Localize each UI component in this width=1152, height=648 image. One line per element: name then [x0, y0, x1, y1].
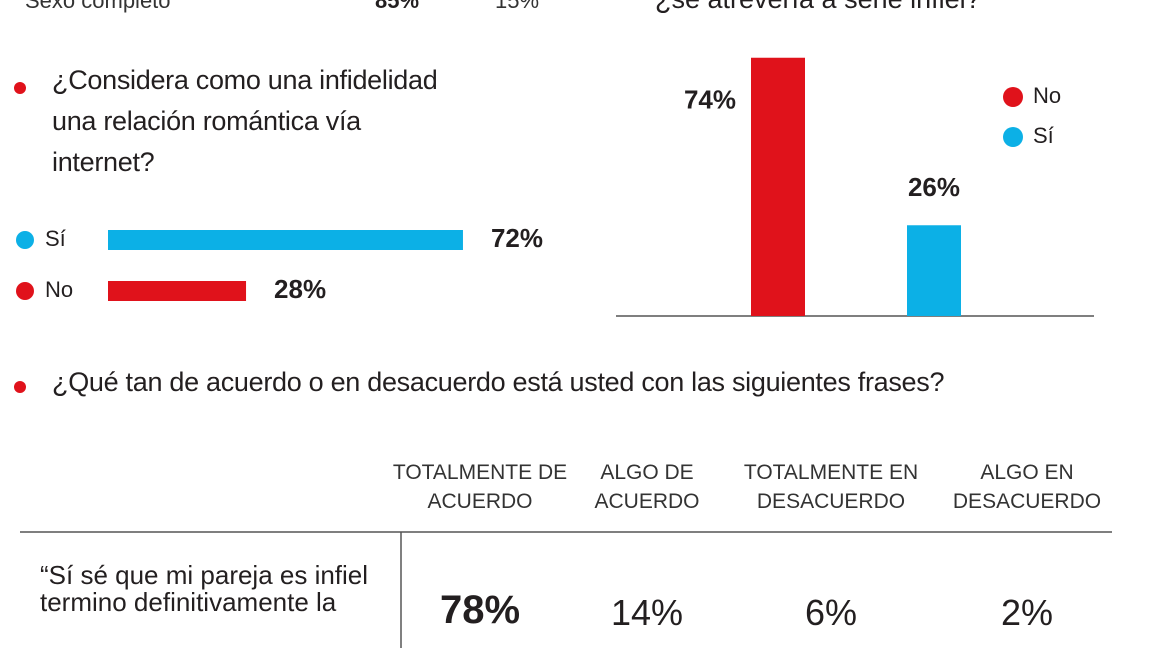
cell: 78% [439, 588, 521, 632]
row-value: 85% [375, 0, 420, 13]
category-label: No [45, 277, 73, 302]
column-header: TOTALMENTE DE ACUERDO [392, 461, 568, 513]
row-value: 15% [495, 0, 540, 13]
cell: 6% [804, 592, 858, 633]
column-header: ALGO DE ACUERDO [594, 461, 700, 513]
column-header: ALGO EN DESACUERDO [952, 461, 1102, 513]
column-header: TOTALMENTE EN DESACUERDO [743, 461, 919, 513]
question: ¿Qué tan de acuerdo o en desacuerdo está… [52, 367, 945, 397]
cell: 14% [610, 592, 684, 633]
row-label: “Sí sé que mi pareja es infiel termino d… [40, 560, 369, 617]
legend-dot [1003, 127, 1023, 147]
bullet [14, 82, 26, 94]
value-label: 26% [908, 172, 960, 202]
value-label: 74% [684, 85, 736, 115]
legend-dot [16, 282, 34, 300]
row-label: Sexo completo [25, 0, 171, 13]
legend-label: Sí [1033, 123, 1054, 148]
value-label: 72% [491, 223, 543, 253]
bar [751, 57, 805, 317]
value-label: 28% [274, 274, 326, 304]
bar [108, 230, 463, 250]
category-label: Sí [45, 226, 66, 251]
bar [907, 225, 961, 316]
cell: 2% [1000, 592, 1054, 633]
question: ¿Considera como una infidelidad una rela… [52, 65, 438, 177]
bullet [14, 381, 26, 393]
legend-label: No [1033, 83, 1061, 108]
question: ¿se atrevería a serle infiel? [655, 0, 981, 15]
legend-dot [16, 231, 34, 249]
bar [108, 281, 247, 301]
legend-dot [1003, 87, 1023, 107]
